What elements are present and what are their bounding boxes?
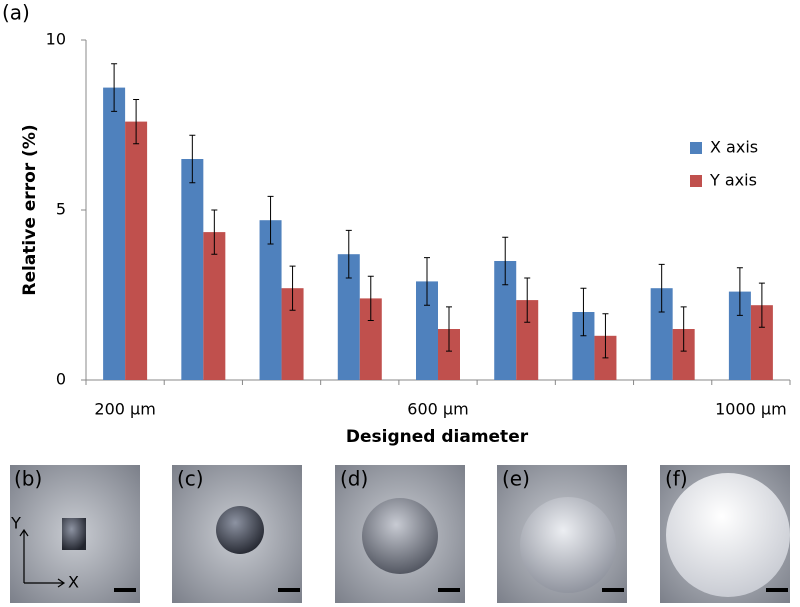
bar xyxy=(181,159,204,380)
bar xyxy=(572,312,595,380)
x-axis-title: Designed diameter xyxy=(346,427,529,447)
image-label: (e) xyxy=(502,467,530,491)
error-bar xyxy=(658,263,665,313)
y-tick-label: 0 xyxy=(56,370,66,389)
error-bar xyxy=(424,257,430,306)
error-bar xyxy=(602,313,609,359)
legend-label: Y axis xyxy=(709,171,757,190)
y-tick-label: 5 xyxy=(56,200,66,219)
bar xyxy=(438,329,460,380)
legend-swatch xyxy=(690,142,702,154)
bar xyxy=(494,261,517,380)
bar xyxy=(281,288,304,380)
bar xyxy=(416,281,438,380)
image-label: (c) xyxy=(177,467,204,491)
image-label: (b) xyxy=(14,467,42,491)
error-bar xyxy=(367,275,374,321)
error-bar xyxy=(758,282,765,328)
error-bar xyxy=(502,236,509,286)
y-axis-title: Relative error (%) xyxy=(20,124,40,295)
x-tick-label: 1000 µm xyxy=(715,400,787,419)
error-bar xyxy=(211,209,218,255)
image-label: (f) xyxy=(665,467,688,491)
bar xyxy=(728,291,751,380)
error-bar xyxy=(580,287,587,337)
error-bar xyxy=(189,134,196,184)
bar xyxy=(125,121,148,380)
error-bar xyxy=(111,63,118,112)
error-bar xyxy=(345,229,352,279)
legend-label: X axis xyxy=(710,138,758,157)
bar xyxy=(203,232,226,380)
micrographs xyxy=(10,465,790,603)
bar xyxy=(103,87,126,380)
error-bar xyxy=(289,265,296,311)
x-tick-label: 600 µm xyxy=(407,400,468,419)
bar xyxy=(337,254,360,380)
error-bar xyxy=(736,267,743,316)
x-tick-label: 200 µm xyxy=(94,400,155,419)
legend-swatch xyxy=(690,175,702,187)
error-bar xyxy=(446,306,452,352)
axis-y-label: Y xyxy=(10,514,21,533)
error-bar xyxy=(267,195,274,245)
error-bar xyxy=(133,99,140,145)
image-label: (d) xyxy=(340,467,368,491)
bar xyxy=(672,329,695,380)
error-bar xyxy=(524,277,531,323)
bar xyxy=(259,220,282,380)
bar xyxy=(650,288,673,380)
bar xyxy=(359,298,382,380)
panel-label: (a) xyxy=(2,1,30,25)
error-bar xyxy=(680,306,687,352)
axis-x-label: X xyxy=(68,573,79,592)
bar xyxy=(516,300,539,380)
y-tick-label: 10 xyxy=(46,30,66,49)
bar xyxy=(750,305,773,380)
